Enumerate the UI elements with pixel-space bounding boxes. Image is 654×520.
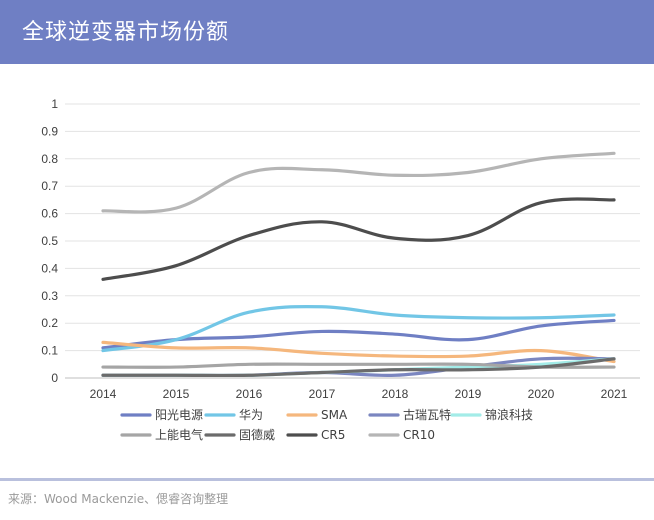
legend-label: 上能电气 <box>155 427 203 442</box>
x-tick-label: 2021 <box>601 387 628 401</box>
y-tick-label: 0.9 <box>41 124 58 138</box>
legend-label: SMA <box>321 408 348 422</box>
page-title: 全球逆变器市场份额 <box>22 20 230 45</box>
gridlines <box>65 103 640 379</box>
y-tick-label: 0.5 <box>41 234 58 248</box>
y-tick-label: 0.4 <box>41 261 58 275</box>
x-tick-label: 2019 <box>455 387 482 401</box>
x-axis-ticks: 2014 2015 2016 2017 2018 2019 2020 2021 <box>90 387 628 401</box>
x-tick-label: 2020 <box>528 387 555 401</box>
y-tick-label: 0.8 <box>41 152 58 166</box>
source-note: 来源：Wood Mackenzie、偲睿咨询整理 <box>8 492 229 506</box>
x-tick-label: 2015 <box>163 387 190 401</box>
series-line <box>101 197 616 281</box>
legend-label: 阳光电源 <box>155 408 203 422</box>
series-line <box>101 340 616 364</box>
legend-label: 锦浪科技 <box>485 407 533 422</box>
legend-label: CR5 <box>321 428 345 442</box>
legend-label: 固德威 <box>239 427 275 442</box>
series-line <box>101 318 616 350</box>
y-tick-label: 0.6 <box>41 207 58 221</box>
legend-label: CR10 <box>403 428 435 442</box>
series-lines <box>101 151 616 378</box>
series-line <box>101 151 616 214</box>
x-tick-label: 2014 <box>90 387 117 401</box>
y-tick-label: 1 <box>51 97 58 111</box>
series-line <box>101 357 616 378</box>
y-axis-ticks: 0 0.1 0.2 0.3 0.4 0.5 0.6 0.7 0.8 0.9 1 <box>41 97 58 385</box>
footer-divider <box>0 478 654 481</box>
y-tick-label: 0.1 <box>41 344 58 358</box>
title-banner: 全球逆变器市场份额 <box>0 0 654 64</box>
y-tick-label: 0.7 <box>41 179 58 193</box>
y-tick-label: 0.3 <box>41 289 58 303</box>
y-tick-label: 0 <box>51 371 58 385</box>
series-line <box>101 304 616 353</box>
x-tick-label: 2017 <box>309 387 336 401</box>
x-tick-label: 2016 <box>236 387 263 401</box>
y-tick-label: 0.2 <box>41 316 58 330</box>
x-tick-label: 2018 <box>382 387 409 401</box>
legend-label: 华为 <box>239 408 263 422</box>
line-chart: 00.10.20.30.40.50.60.70.80.91 2014 2015 20… <box>41 97 640 442</box>
legend-label: 古瑞瓦特 <box>403 407 451 422</box>
